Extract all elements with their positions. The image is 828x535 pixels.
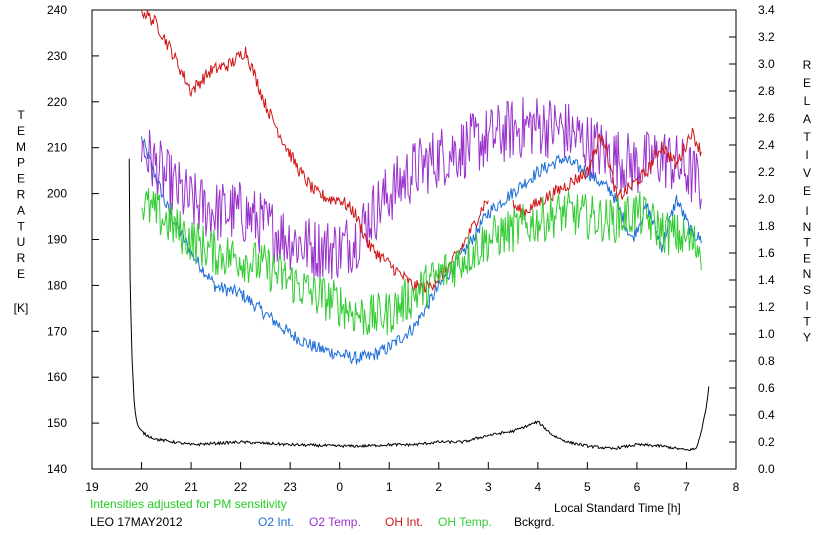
right-axis-letter: T bbox=[803, 130, 811, 144]
right-axis-letter: T bbox=[803, 315, 811, 329]
x-axis-label: Local Standard Time [h] bbox=[554, 501, 681, 515]
left-tick-label: 150 bbox=[47, 416, 67, 430]
x-tick-label: 8 bbox=[733, 480, 740, 494]
right-tick-label: 2.8 bbox=[758, 84, 775, 98]
legend: O2 Int. O2 Temp. OH Int. OH Temp. Bckgrd. bbox=[258, 515, 555, 529]
right-axis-letter: Y bbox=[803, 330, 811, 344]
left-axis-letter: A bbox=[17, 203, 25, 217]
x-tick-label: 23 bbox=[283, 480, 297, 494]
left-axis-letter: E bbox=[17, 124, 25, 138]
left-axis-letter: E bbox=[17, 172, 25, 186]
data-lines bbox=[128, 9, 710, 452]
left-tick-label: 180 bbox=[47, 278, 67, 292]
right-tick-label: 3.0 bbox=[758, 57, 775, 71]
x-tick-label: 20 bbox=[135, 480, 149, 494]
right-tick-label: 3.2 bbox=[758, 30, 775, 44]
series-line-o2-int bbox=[141, 136, 702, 365]
left-tick-label: 210 bbox=[47, 141, 67, 155]
left-tick-label: 160 bbox=[47, 370, 67, 384]
x-tick-label: 7 bbox=[683, 480, 690, 494]
left-axis-letter: T bbox=[17, 108, 25, 122]
x-tick-label: 6 bbox=[634, 480, 641, 494]
right-tick-label: 1.8 bbox=[758, 219, 775, 233]
left-axis-letter: R bbox=[17, 188, 26, 202]
x-axis-ticks: 19 20 21 22 23 0 1 2 3 4 5 6 7 8 bbox=[85, 462, 740, 494]
right-axis-letter: S bbox=[803, 283, 811, 297]
series-line-bckgrd bbox=[128, 158, 710, 452]
legend-entry: O2 Int. bbox=[258, 515, 294, 529]
x-tick-label: 21 bbox=[184, 480, 198, 494]
legend-entry: Bckgrd. bbox=[514, 515, 555, 529]
right-tick-label: 0.4 bbox=[758, 408, 775, 422]
right-tick-label: 1.4 bbox=[758, 273, 775, 287]
series-line-oh-temp bbox=[141, 188, 702, 336]
left-axis-ticks: 140 150 160 170 180 190 200 210 220 230 240 bbox=[47, 3, 99, 476]
right-axis-letter: A bbox=[803, 112, 811, 126]
right-axis-letter: I bbox=[805, 204, 808, 218]
series-line-o2-temp bbox=[141, 97, 702, 281]
left-tick-label: 200 bbox=[47, 187, 67, 201]
right-tick-label: 2.6 bbox=[758, 111, 775, 125]
left-axis-letter: M bbox=[16, 140, 26, 154]
x-tick-label: 4 bbox=[535, 480, 542, 494]
right-axis-letter: N bbox=[803, 267, 812, 281]
right-tick-label: 0.2 bbox=[758, 435, 775, 449]
left-axis-letter: T bbox=[17, 219, 25, 233]
right-tick-label: 2.0 bbox=[758, 192, 775, 206]
right-tick-label: 0.6 bbox=[758, 381, 775, 395]
station-date: LEO 17MAY2012 bbox=[90, 515, 183, 529]
right-axis-letter: E bbox=[803, 251, 811, 265]
right-axis-letter: I bbox=[805, 148, 808, 162]
series-line-oh-int bbox=[141, 9, 489, 294]
right-tick-label: 1.2 bbox=[758, 300, 775, 314]
x-tick-label: 5 bbox=[584, 480, 591, 494]
left-axis-letter: P bbox=[17, 156, 25, 170]
left-axis-letter: R bbox=[17, 251, 26, 265]
left-tick-label: 230 bbox=[47, 49, 67, 63]
legend-entry: OH Int. bbox=[385, 515, 423, 529]
right-axis-letter: I bbox=[805, 299, 808, 313]
legend-entry: OH Temp. bbox=[438, 515, 492, 529]
x-tick-label: 22 bbox=[234, 480, 248, 494]
x-tick-label: 1 bbox=[386, 480, 393, 494]
left-tick-label: 140 bbox=[47, 462, 67, 476]
x-tick-label: 3 bbox=[485, 480, 492, 494]
right-axis-letter: R bbox=[803, 58, 812, 72]
right-axis-letter: L bbox=[804, 94, 811, 108]
x-tick-label: 19 bbox=[85, 480, 99, 494]
left-tick-label: 170 bbox=[47, 324, 67, 338]
right-axis-letter: V bbox=[803, 166, 811, 180]
right-axis-letter: E bbox=[803, 184, 811, 198]
right-axis-ticks: 0.0 0.2 0.4 0.6 0.8 1.0 1.2 1.4 1.6 1.8 2.0 2.2 2.4 2… bbox=[729, 3, 775, 476]
right-axis-letter: E bbox=[803, 76, 811, 90]
right-tick-label: 0.8 bbox=[758, 354, 775, 368]
left-axis-unit: [K] bbox=[14, 301, 29, 315]
right-axis-letter: N bbox=[803, 220, 812, 234]
sensitivity-note: Intensities adjusted for PM sensitivity bbox=[90, 497, 287, 511]
legend-entry: O2 Temp. bbox=[309, 515, 361, 529]
right-tick-label: 2.4 bbox=[758, 138, 775, 152]
right-tick-label: 0.0 bbox=[758, 462, 775, 476]
right-tick-label: 1.6 bbox=[758, 246, 775, 260]
left-axis-letter: U bbox=[17, 235, 26, 249]
right-axis-letter: T bbox=[803, 236, 811, 250]
right-tick-label: 2.2 bbox=[758, 165, 775, 179]
left-axis-letter: E bbox=[17, 267, 25, 281]
left-tick-label: 220 bbox=[47, 95, 67, 109]
x-tick-label: 2 bbox=[435, 480, 442, 494]
left-tick-label: 240 bbox=[47, 3, 67, 17]
series-line-oh-int-late bbox=[512, 127, 702, 218]
x-tick-label: 0 bbox=[336, 480, 343, 494]
right-tick-label: 1.0 bbox=[758, 327, 775, 341]
left-tick-label: 190 bbox=[47, 233, 67, 247]
right-tick-label: 3.4 bbox=[758, 3, 775, 17]
